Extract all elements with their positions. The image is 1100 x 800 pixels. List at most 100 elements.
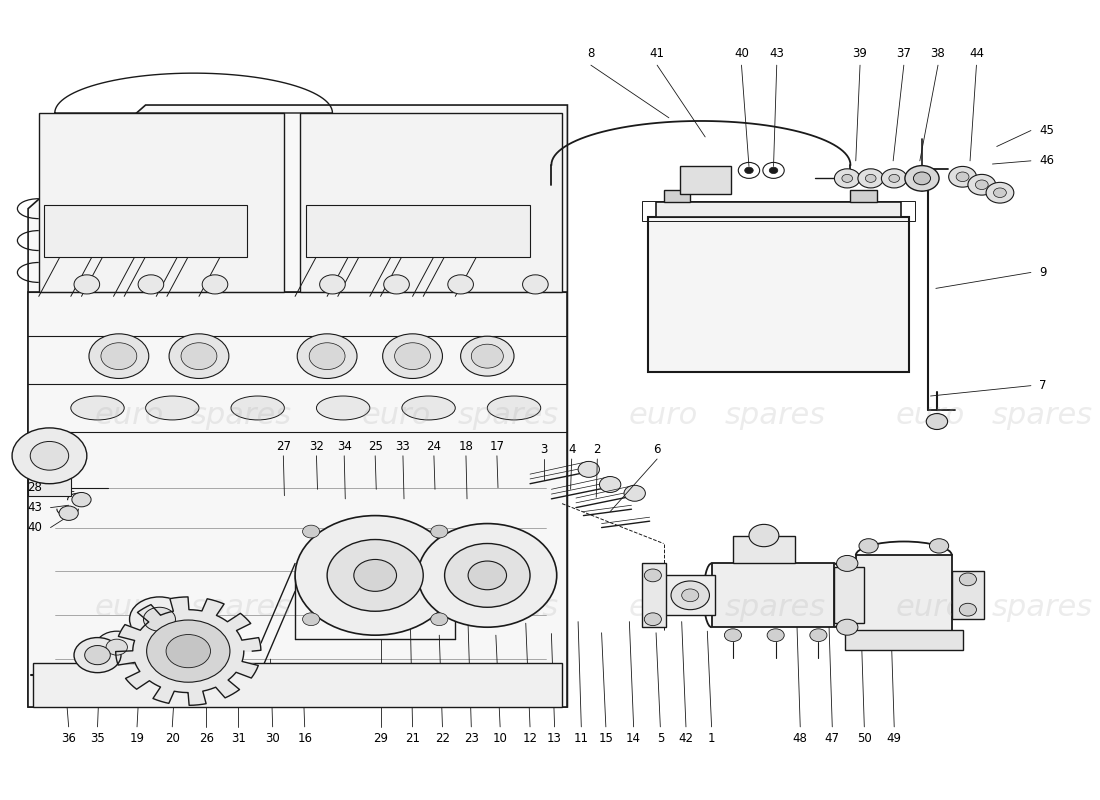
Text: 19: 19 — [130, 732, 144, 746]
Circle shape — [431, 613, 448, 626]
Text: 18: 18 — [459, 440, 473, 453]
Text: euro: euro — [895, 593, 965, 622]
Circle shape — [85, 646, 110, 665]
Circle shape — [418, 523, 557, 627]
Bar — [845, 630, 962, 650]
Circle shape — [976, 180, 988, 190]
Text: spares: spares — [191, 402, 293, 430]
Circle shape — [448, 275, 473, 294]
Text: 40: 40 — [28, 521, 42, 534]
Text: 3: 3 — [540, 443, 548, 456]
Text: spares: spares — [191, 593, 293, 622]
Circle shape — [354, 559, 396, 591]
Text: 43: 43 — [769, 46, 784, 60]
Text: 27: 27 — [276, 440, 290, 453]
Circle shape — [671, 581, 710, 610]
Text: 50: 50 — [857, 732, 871, 746]
Circle shape — [101, 342, 136, 370]
Text: 30: 30 — [265, 732, 280, 746]
Text: 11: 11 — [574, 732, 589, 746]
Circle shape — [146, 620, 230, 682]
Bar — [663, 575, 715, 615]
Circle shape — [725, 629, 741, 642]
Circle shape — [139, 275, 164, 294]
Bar — [29, 432, 70, 496]
Circle shape — [749, 524, 779, 546]
Bar — [663, 190, 690, 202]
Bar — [856, 555, 952, 635]
Text: 16: 16 — [297, 732, 312, 746]
Text: 43: 43 — [28, 501, 42, 514]
Circle shape — [956, 172, 969, 182]
Bar — [835, 567, 865, 623]
Text: 36: 36 — [62, 732, 76, 746]
Text: 25: 25 — [367, 440, 383, 453]
Text: spares: spares — [725, 593, 826, 622]
Ellipse shape — [145, 396, 199, 420]
Bar — [712, 563, 835, 627]
Text: 26: 26 — [199, 732, 213, 746]
Circle shape — [767, 629, 784, 642]
Circle shape — [143, 607, 176, 631]
Circle shape — [810, 629, 827, 642]
Text: 9: 9 — [1040, 266, 1047, 279]
Bar — [656, 202, 901, 217]
Circle shape — [866, 174, 876, 182]
Circle shape — [624, 486, 646, 502]
Bar — [952, 571, 983, 619]
Circle shape — [682, 589, 698, 602]
Circle shape — [74, 275, 100, 294]
Circle shape — [89, 334, 148, 378]
Circle shape — [986, 182, 1014, 203]
Ellipse shape — [402, 396, 455, 420]
Circle shape — [471, 344, 504, 368]
Circle shape — [166, 634, 210, 668]
Circle shape — [858, 169, 883, 188]
Circle shape — [395, 342, 430, 370]
Circle shape — [600, 477, 620, 493]
Circle shape — [579, 462, 600, 478]
Text: 49: 49 — [887, 732, 902, 746]
Text: euro: euro — [95, 402, 164, 430]
Text: spares: spares — [458, 593, 559, 622]
Text: 24: 24 — [427, 440, 441, 453]
Circle shape — [202, 275, 228, 294]
Circle shape — [461, 336, 514, 376]
Circle shape — [905, 166, 939, 191]
Bar — [39, 113, 285, 292]
Ellipse shape — [70, 396, 124, 420]
Circle shape — [12, 428, 87, 484]
Circle shape — [930, 538, 948, 553]
Circle shape — [384, 275, 409, 294]
Circle shape — [836, 619, 858, 635]
Bar — [850, 190, 877, 202]
Circle shape — [835, 169, 860, 188]
Bar — [680, 166, 730, 194]
Circle shape — [327, 539, 424, 611]
Circle shape — [295, 515, 455, 635]
Text: euro: euro — [362, 593, 431, 622]
Bar — [306, 205, 530, 257]
Text: 34: 34 — [337, 440, 352, 453]
Circle shape — [444, 543, 530, 607]
Circle shape — [913, 172, 931, 185]
Circle shape — [469, 561, 506, 590]
Circle shape — [309, 342, 345, 370]
Text: 7: 7 — [1040, 379, 1047, 392]
Text: 39: 39 — [852, 46, 868, 60]
Circle shape — [106, 639, 128, 655]
Text: 6: 6 — [653, 443, 661, 456]
Circle shape — [745, 167, 754, 174]
Circle shape — [383, 334, 442, 378]
Circle shape — [182, 342, 217, 370]
Circle shape — [302, 525, 320, 538]
Text: 35: 35 — [90, 732, 104, 746]
Ellipse shape — [487, 396, 541, 420]
Text: 1: 1 — [707, 732, 715, 746]
Circle shape — [836, 555, 858, 571]
Text: 21: 21 — [405, 732, 420, 746]
Text: 40: 40 — [734, 46, 749, 60]
Text: euro: euro — [629, 402, 698, 430]
Text: 42: 42 — [679, 732, 693, 746]
Circle shape — [889, 174, 900, 182]
